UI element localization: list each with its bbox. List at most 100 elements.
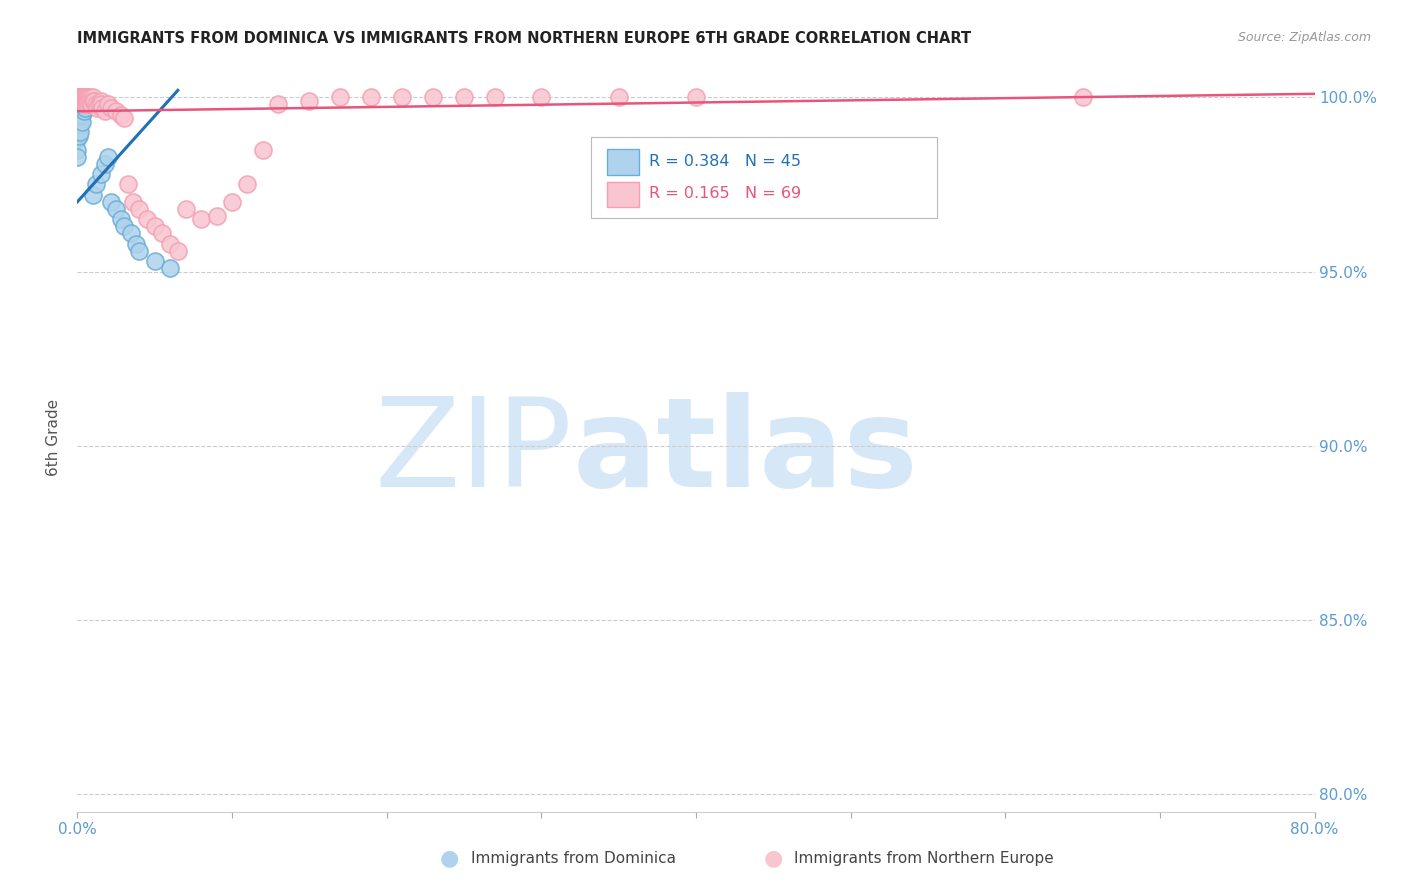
Point	[69, 90, 91, 104]
Text: ZIP: ZIP	[374, 392, 572, 513]
Point	[1071, 90, 1094, 104]
Point	[66, 90, 89, 104]
Point	[67, 108, 90, 122]
Point	[122, 194, 145, 209]
Text: ●: ●	[440, 848, 460, 868]
Y-axis label: 6th Grade: 6th Grade	[46, 399, 62, 475]
Point	[79, 94, 101, 108]
Point	[152, 226, 174, 240]
Point	[70, 90, 93, 104]
Point	[75, 90, 96, 104]
Point	[75, 94, 96, 108]
Point	[67, 104, 90, 119]
Point	[143, 219, 166, 234]
Point	[69, 125, 91, 139]
Point	[70, 114, 93, 128]
Point	[90, 167, 112, 181]
Point	[67, 118, 90, 132]
Point	[391, 90, 413, 104]
Point	[69, 101, 91, 115]
Point	[84, 178, 107, 192]
Point	[252, 143, 274, 157]
Point	[530, 90, 553, 104]
Point	[84, 97, 107, 112]
Point	[205, 209, 228, 223]
Point	[453, 90, 475, 104]
Point	[221, 194, 243, 209]
Point	[97, 149, 120, 163]
Point	[80, 97, 103, 112]
Point	[72, 90, 94, 104]
Point	[422, 90, 444, 104]
Text: atlas: atlas	[572, 392, 918, 513]
Point	[70, 97, 93, 112]
Point	[76, 97, 98, 112]
Point	[69, 94, 91, 108]
Text: Immigrants from Northern Europe: Immigrants from Northern Europe	[794, 851, 1054, 865]
Point	[67, 94, 90, 108]
Point	[86, 101, 108, 115]
Point	[236, 178, 259, 192]
Point	[66, 143, 89, 157]
Point	[66, 149, 89, 163]
Point	[97, 97, 120, 112]
Point	[70, 94, 93, 108]
Point	[70, 90, 93, 104]
Point	[685, 90, 707, 104]
Point	[143, 254, 166, 268]
Point	[75, 94, 96, 108]
Point	[67, 128, 90, 143]
Point	[77, 94, 100, 108]
FancyBboxPatch shape	[591, 137, 938, 219]
Point	[90, 97, 112, 112]
Point	[329, 90, 352, 104]
Point	[69, 90, 91, 104]
Point	[67, 101, 90, 115]
Point	[94, 104, 117, 119]
Point	[70, 108, 93, 122]
Point	[94, 156, 117, 170]
Point	[121, 226, 143, 240]
Point	[82, 94, 104, 108]
Point	[67, 97, 90, 112]
Point	[190, 212, 212, 227]
Point	[69, 104, 91, 119]
FancyBboxPatch shape	[607, 149, 640, 175]
Point	[298, 94, 321, 108]
Point	[69, 97, 91, 112]
Point	[125, 236, 148, 251]
Point	[159, 261, 181, 276]
Point	[67, 112, 90, 126]
Point	[110, 108, 132, 122]
Point	[136, 212, 159, 227]
Point	[360, 90, 382, 104]
Point	[76, 90, 98, 104]
Point	[128, 244, 150, 258]
Point	[117, 178, 139, 192]
Point	[159, 236, 181, 251]
Point	[72, 97, 94, 112]
Point	[83, 94, 105, 108]
Point	[82, 187, 104, 202]
Point	[67, 114, 90, 128]
Point	[69, 94, 91, 108]
Point	[77, 90, 100, 104]
Point	[67, 121, 90, 136]
Point	[105, 202, 128, 216]
Point	[79, 97, 101, 112]
Point	[112, 112, 135, 126]
Point	[77, 94, 100, 108]
Point	[76, 97, 98, 112]
Point	[72, 90, 94, 104]
Point	[267, 97, 290, 112]
Point	[100, 101, 122, 115]
FancyBboxPatch shape	[607, 182, 640, 207]
Point	[100, 194, 122, 209]
Point	[67, 90, 90, 104]
Point	[90, 94, 112, 108]
Text: Source: ZipAtlas.com: Source: ZipAtlas.com	[1237, 31, 1371, 45]
Point	[76, 94, 98, 108]
Point	[72, 97, 94, 112]
Point	[70, 101, 93, 115]
Point	[69, 112, 91, 126]
